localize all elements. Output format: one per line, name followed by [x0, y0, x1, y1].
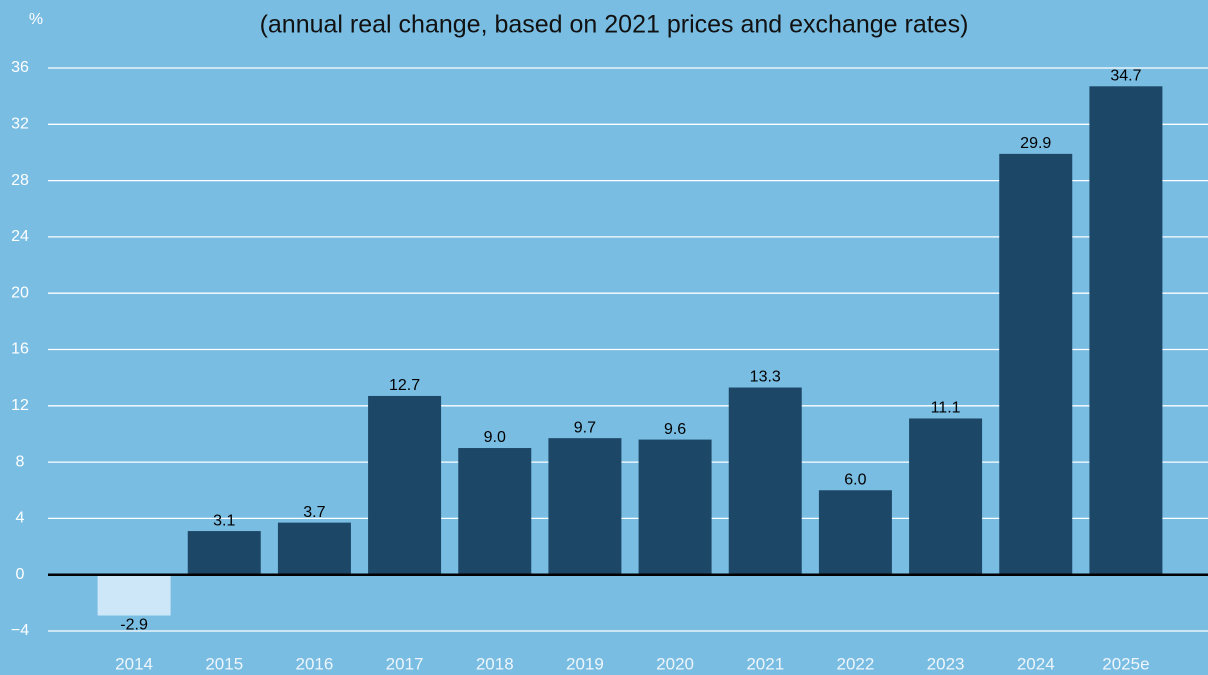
- x-tick-label: 2024: [1017, 654, 1055, 673]
- y-tick-label: 16: [11, 341, 29, 358]
- x-tick-label: 2025e: [1102, 654, 1149, 673]
- x-tick-label: 2021: [746, 654, 784, 673]
- data-label: 34.7: [1110, 68, 1141, 85]
- data-label: 11.1: [931, 400, 961, 417]
- bar: [368, 395, 442, 575]
- y-tick-label: 8: [16, 453, 25, 470]
- bar: [548, 438, 622, 575]
- x-tick-label: 2015: [205, 654, 243, 673]
- y-tick-label: 32: [11, 116, 29, 133]
- bar: [818, 490, 892, 575]
- x-tick-label: 2017: [386, 654, 424, 673]
- y-tick-label: 20: [11, 284, 29, 301]
- y-tick-label: −4: [11, 622, 29, 639]
- bar: [638, 439, 712, 575]
- data-label: 6.0: [844, 471, 866, 488]
- y-axis-label: %: [29, 11, 43, 28]
- x-tick-label: 2016: [296, 654, 334, 673]
- x-tick-label: 2020: [656, 654, 694, 673]
- data-label: 3.1: [213, 512, 235, 529]
- data-label: 13.3: [750, 369, 781, 386]
- data-label: 9.0: [484, 429, 506, 446]
- data-label: 29.9: [1020, 135, 1051, 152]
- bar: [187, 531, 261, 575]
- bar: [277, 522, 351, 575]
- data-label: 3.7: [303, 504, 325, 521]
- x-tick-label: 2019: [566, 654, 604, 673]
- y-tick-label: 28: [11, 172, 29, 189]
- data-label: 9.6: [664, 421, 686, 438]
- y-tick-label: 12: [11, 397, 29, 414]
- x-tick-label: 2023: [927, 654, 965, 673]
- chart-subtitle: (annual real change, based on 2021 price…: [260, 11, 969, 39]
- bar: [97, 574, 171, 616]
- data-label: -2.9: [120, 617, 148, 634]
- y-tick-label: 36: [11, 59, 29, 76]
- data-label: 12.7: [389, 377, 420, 394]
- x-tick-label: 2022: [837, 654, 875, 673]
- bar: [909, 418, 983, 575]
- bar: [458, 448, 532, 575]
- y-tick-label: 4: [16, 510, 25, 527]
- bar: [1089, 86, 1163, 575]
- x-tick-label: 2018: [476, 654, 514, 673]
- y-tick-label: 0: [16, 566, 25, 583]
- bar: [999, 153, 1073, 575]
- bar: [728, 387, 802, 575]
- x-tick-label: 2014: [115, 654, 153, 673]
- data-label: 9.7: [574, 419, 596, 436]
- y-tick-label: 24: [11, 228, 29, 245]
